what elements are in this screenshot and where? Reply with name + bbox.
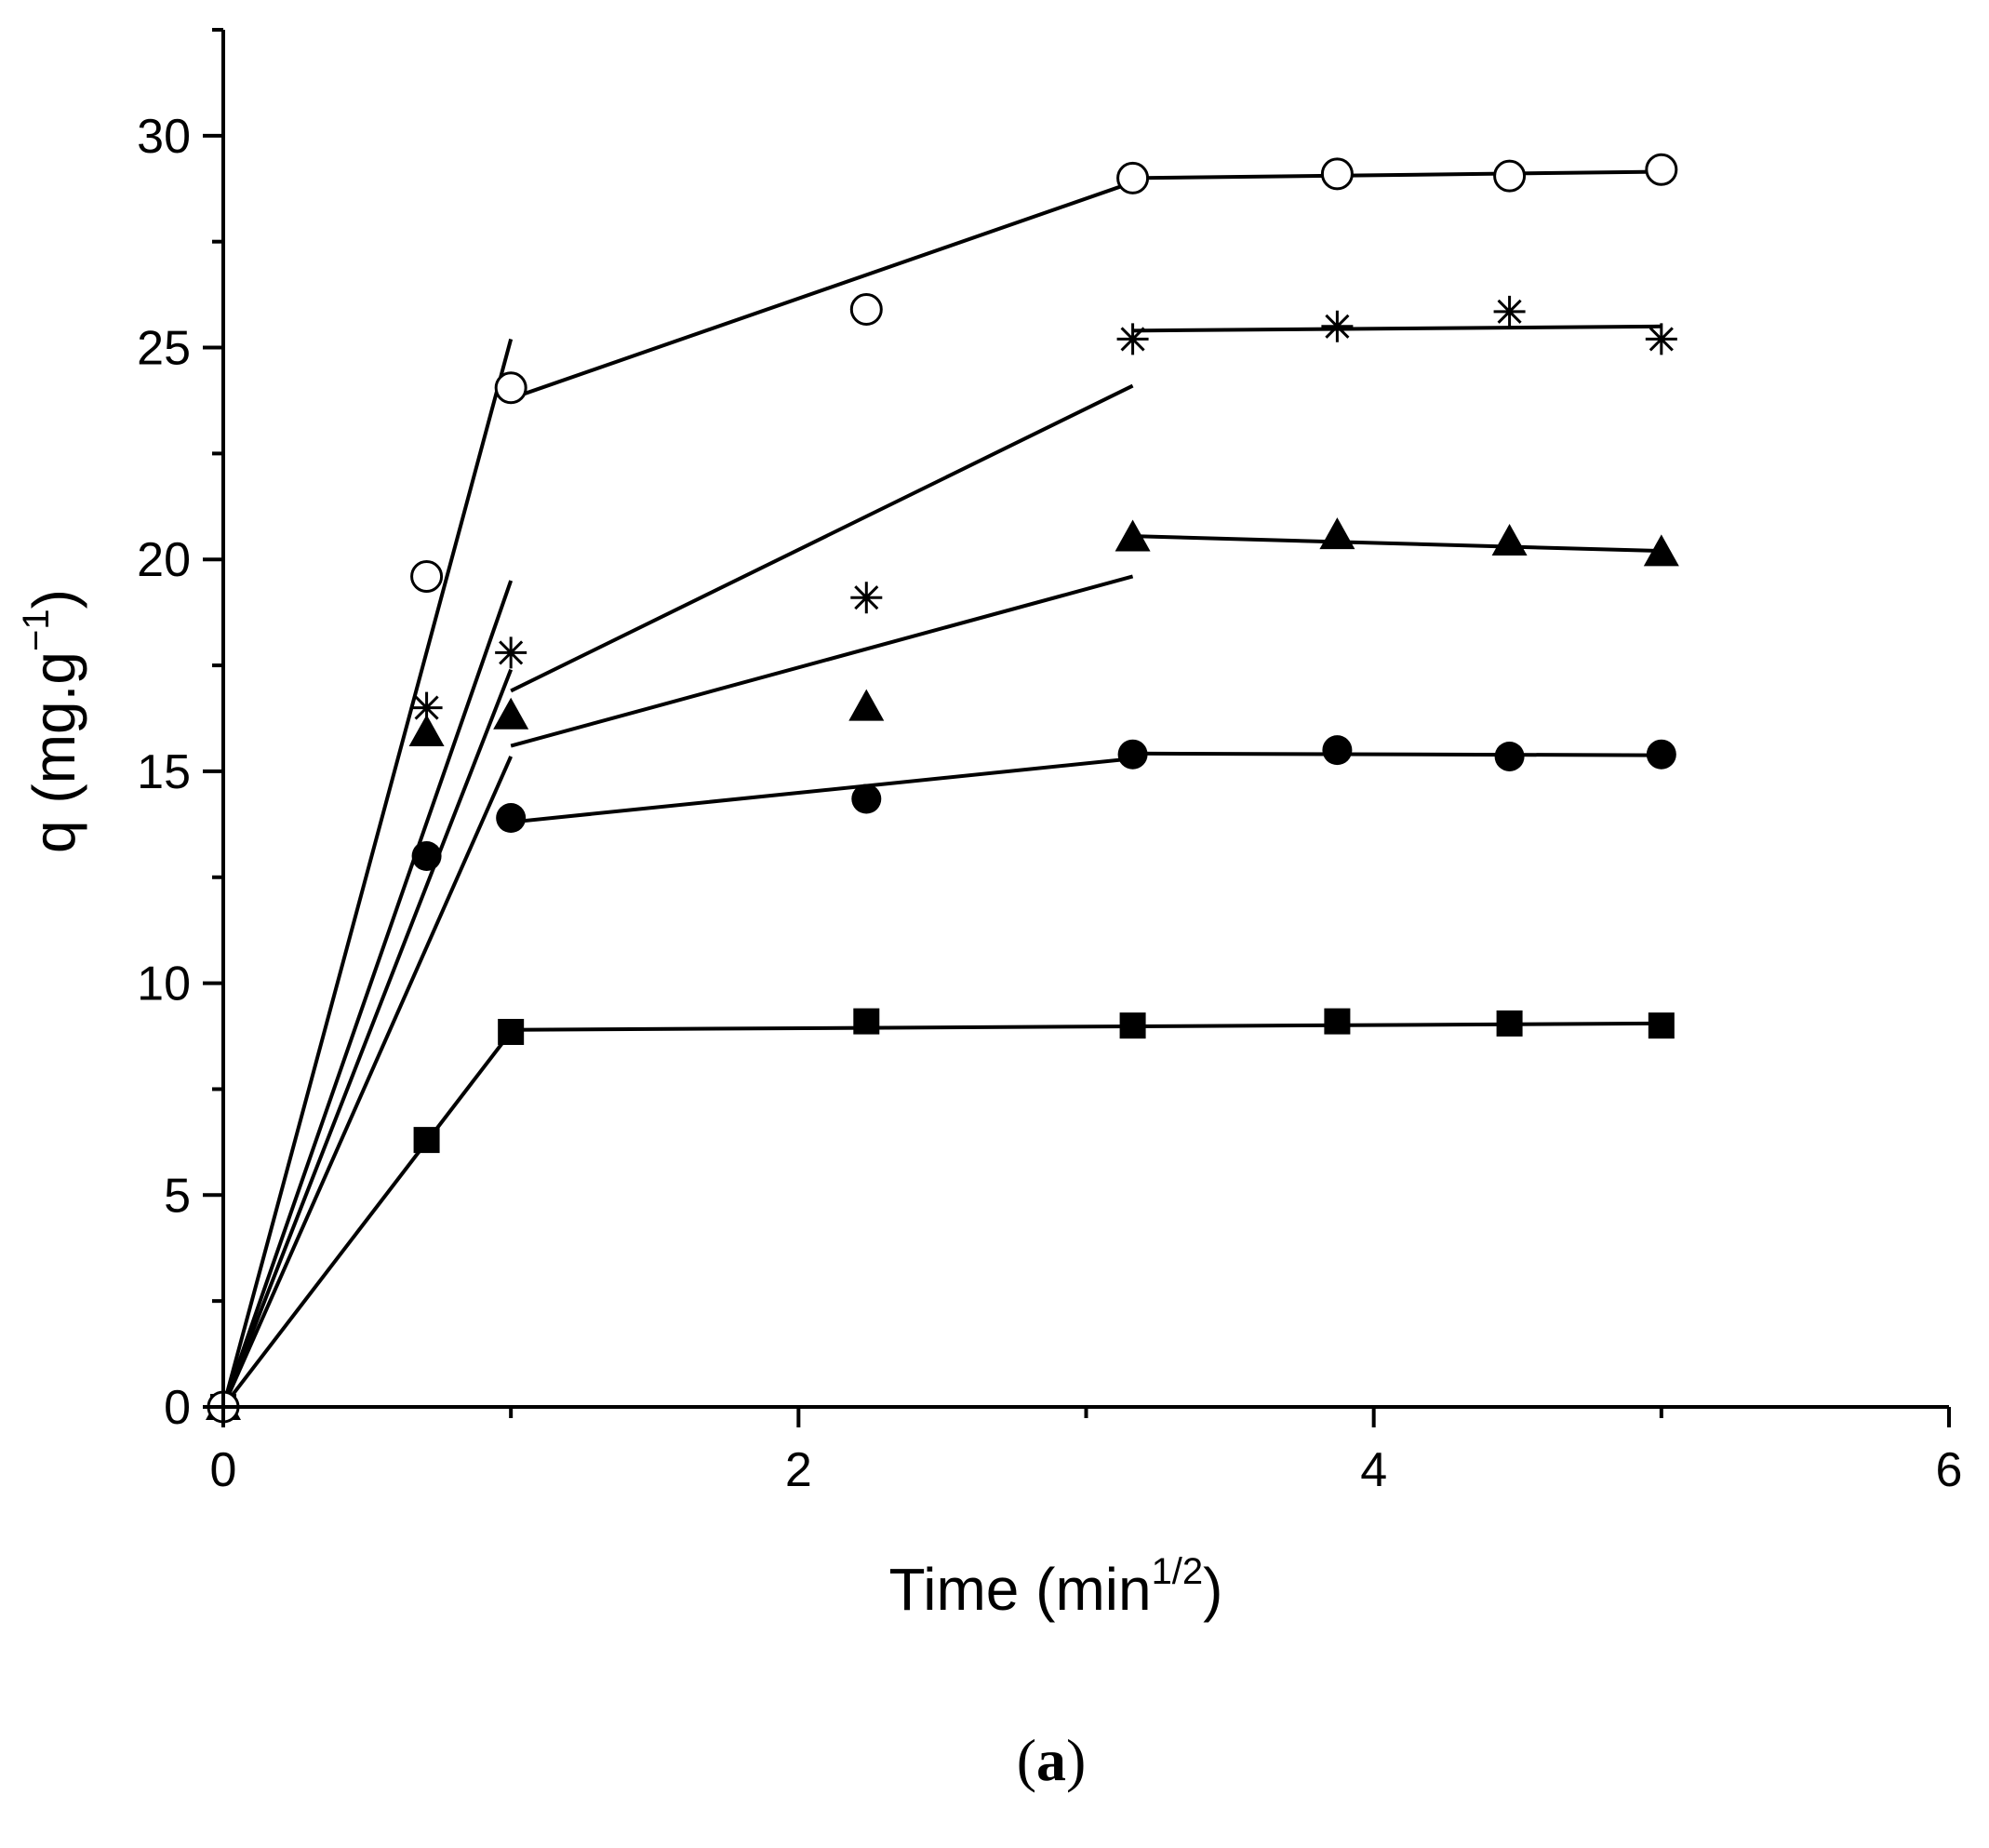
- series-1-filled-square-fit-line: [511, 1021, 1662, 1032]
- series-2-filled-circle-point: [1646, 739, 1676, 770]
- axes: 0 2 4 6 0 5 10 15 20 25 30: [137, 28, 1963, 1497]
- y-tick-label: 25: [137, 322, 191, 376]
- y-tick-label: 20: [137, 533, 191, 587]
- series-4-asterisk-fit-line: [1132, 324, 1662, 333]
- series-3-filled-triangle-point: [848, 689, 885, 721]
- series-3-filled-triangle-point: [1115, 519, 1151, 552]
- series-5-open-circle-point: [1493, 159, 1527, 193]
- x-axis-title-text: Time (min: [889, 1556, 1152, 1623]
- series-5-open-circle-point: [494, 371, 527, 405]
- series-3-filled-triangle-point: [1319, 517, 1355, 550]
- panel-label-close: ): [1066, 1727, 1086, 1793]
- series-1-filled-square-point: [1496, 1010, 1523, 1037]
- y-axis-title-sup: −1: [16, 609, 57, 651]
- series-3-filled-triangle-point: [493, 697, 529, 730]
- x-tick-label: 0: [210, 1443, 237, 1497]
- y-axis-title-close: ): [20, 589, 87, 609]
- series-1-filled-square-fit-line: [221, 1030, 513, 1409]
- series-2-filled-circle-fit-line: [221, 756, 513, 1408]
- series-1-filled-square-point: [1648, 1012, 1675, 1039]
- plot-area: [206, 153, 1679, 1424]
- series-5-open-circle-point: [1645, 153, 1678, 186]
- series-2-filled-circle-point: [1322, 735, 1353, 766]
- series-1-filled-square-point: [1119, 1012, 1146, 1039]
- y-tick-label: 5: [164, 1169, 191, 1223]
- series-4-asterisk-fit-line: [221, 580, 514, 1408]
- series-5-open-circle-point: [849, 293, 883, 327]
- x-axis-title: Time (min1/2): [889, 1551, 1223, 1623]
- series-2-filled-circle-point: [496, 803, 527, 834]
- panel-label-open: (: [1017, 1727, 1036, 1793]
- panel-label-letter: a: [1036, 1727, 1066, 1793]
- series-2-filled-circle-point: [1117, 739, 1148, 770]
- series-4-asterisk-point: [410, 691, 443, 724]
- x-tick-label: 2: [785, 1443, 812, 1497]
- series-4-asterisk-point: [1645, 323, 1677, 355]
- series-3-filled-triangle-point: [1643, 534, 1679, 567]
- x-tick-label: 4: [1360, 1443, 1387, 1497]
- series-3-filled-triangle-fit-line: [510, 574, 1134, 748]
- series-5-open-circle-point: [410, 559, 444, 593]
- series-4-asterisk-fit-line: [510, 383, 1134, 693]
- series-5-open-circle-point: [1116, 161, 1150, 194]
- series-1-filled-square-point: [498, 1018, 525, 1045]
- x-tick-label: 6: [1936, 1443, 1963, 1497]
- series-4-asterisk-point: [850, 582, 883, 614]
- y-tick-label: 0: [164, 1381, 191, 1435]
- series-5-open-circle-fit-line: [221, 338, 514, 1408]
- series-4-asterisk-point: [495, 636, 527, 669]
- series-1-filled-square-point: [1324, 1008, 1351, 1035]
- series-3-filled-triangle-fit-line: [1132, 534, 1662, 554]
- series-2-filled-circle-fit-line: [1132, 751, 1662, 757]
- series-4-asterisk-point: [1116, 323, 1149, 355]
- y-tick-label: 10: [137, 957, 191, 1011]
- series-5-open-circle-fit-line: [1132, 169, 1662, 181]
- series-2-filled-circle-point: [411, 841, 442, 871]
- series-1-filled-square-point: [853, 1008, 880, 1035]
- series-5-open-circle-point: [1320, 157, 1354, 191]
- y-tick-label: 15: [137, 745, 191, 799]
- y-axis-title-text: q (mg.g: [20, 651, 87, 853]
- y-tick-label: 30: [137, 110, 191, 164]
- series-4-asterisk-point: [1493, 295, 1526, 328]
- series-3-filled-triangle-fit-line: [221, 668, 514, 1408]
- x-axis-title-sup: 1/2: [1152, 1551, 1204, 1592]
- x-axis-title-close: ): [1203, 1556, 1222, 1623]
- series-3-filled-triangle-point: [408, 714, 445, 746]
- series-2-filled-circle-point: [851, 783, 882, 814]
- series-5-open-circle-fit-line: [510, 181, 1134, 401]
- y-axis-title: q (mg.g−1): [16, 589, 87, 853]
- series-4-asterisk-point: [1321, 310, 1354, 342]
- series-1-filled-square-point: [413, 1127, 440, 1154]
- panel-label: (a): [1017, 1727, 1087, 1793]
- series-2-filled-circle-point: [1494, 741, 1525, 771]
- series-3-filled-triangle-point: [1491, 524, 1528, 556]
- series-2-filled-circle-fit-line: [510, 757, 1133, 824]
